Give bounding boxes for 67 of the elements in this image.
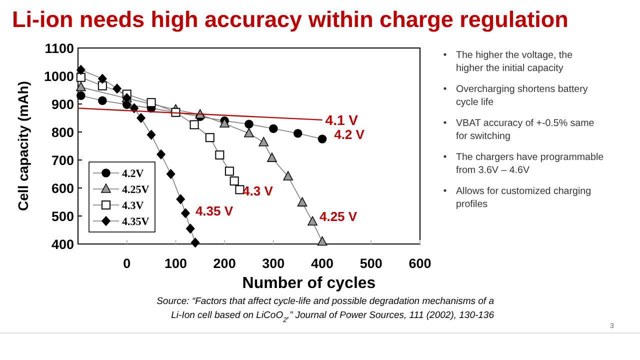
y-tick-label: 400 [51,237,74,252]
point [76,64,86,75]
point [190,120,199,130]
point [112,84,122,94]
y-tick-label: 800 [51,125,74,140]
point [205,133,214,142]
legend-label: 4.25V [122,184,150,196]
point [136,113,146,123]
legend-label: 4.2V [122,168,144,180]
point [215,150,224,160]
point [230,176,239,186]
point [293,129,302,138]
y-tick-label: 500 [51,209,74,224]
point [76,82,86,92]
y-tick-label: 1100 [44,41,74,56]
point [130,103,139,114]
point [186,224,195,234]
x-tick-label: 500 [360,256,382,271]
point [181,208,190,218]
x-tick-label: 300 [262,256,285,271]
point [297,197,308,206]
text: Allows for customized charging profiles [456,186,592,210]
point [244,120,254,129]
point [308,216,318,226]
point [146,130,156,140]
point [224,166,234,176]
point [283,171,293,180]
annotation: 4.2 V [334,127,365,142]
text: VBAT accuracy of +-0.5% same for switching [456,118,595,142]
source-note: Source: “Factors that affect cycle-life and possible degradation mechanisms of a Li-Ion cell based on LiCoO$_{2}$,” Journal of Power Sources, 111 (2002), 130-136 [156,296,495,324]
x-tick-label: 100 [164,256,187,271]
legend-label: 4.35V [122,216,150,228]
x-tick-label: 0 [123,256,131,271]
point [98,96,107,106]
point [317,236,328,246]
annotation: 4.35 V [195,204,234,219]
legend-label: 4.3V [122,200,144,212]
point [76,91,86,100]
point [156,150,166,160]
series-label: 4.1 V [325,112,359,128]
point [244,128,254,138]
point [269,124,278,134]
point [146,98,156,108]
point [318,134,327,144]
x-axis-title: Number of cycles [242,275,376,292]
y-tick-label: 1000 [44,69,74,84]
y-tick-label: 900 [51,97,74,112]
chart-title: Li-ion needs high accuracy within charge regulation [12,7,568,32]
point [76,72,86,82]
y-tick-label: 700 [51,153,74,168]
y-tick-label: 600 [51,181,74,196]
point [190,238,200,248]
x-tick-label: 200 [213,256,236,271]
point [98,81,107,90]
annotation: 4.3 V [242,184,274,199]
annotation: 4.25 V [319,208,358,224]
y-axis-title: Cell capacity (mAh) [15,81,31,211]
point [176,194,185,204]
point [166,169,176,179]
point [267,152,277,162]
text: Overcharging shortens battery cycle life [456,84,588,108]
x-tick-label: 400 [311,256,334,271]
text: The higher the voltage, the higher the initial capacity [456,50,574,74]
point [98,74,107,84]
point [258,136,269,146]
x-tick-label: 600 [408,256,432,271]
text: The chargers have programmable from 3.6V – 4.6V [456,152,604,176]
